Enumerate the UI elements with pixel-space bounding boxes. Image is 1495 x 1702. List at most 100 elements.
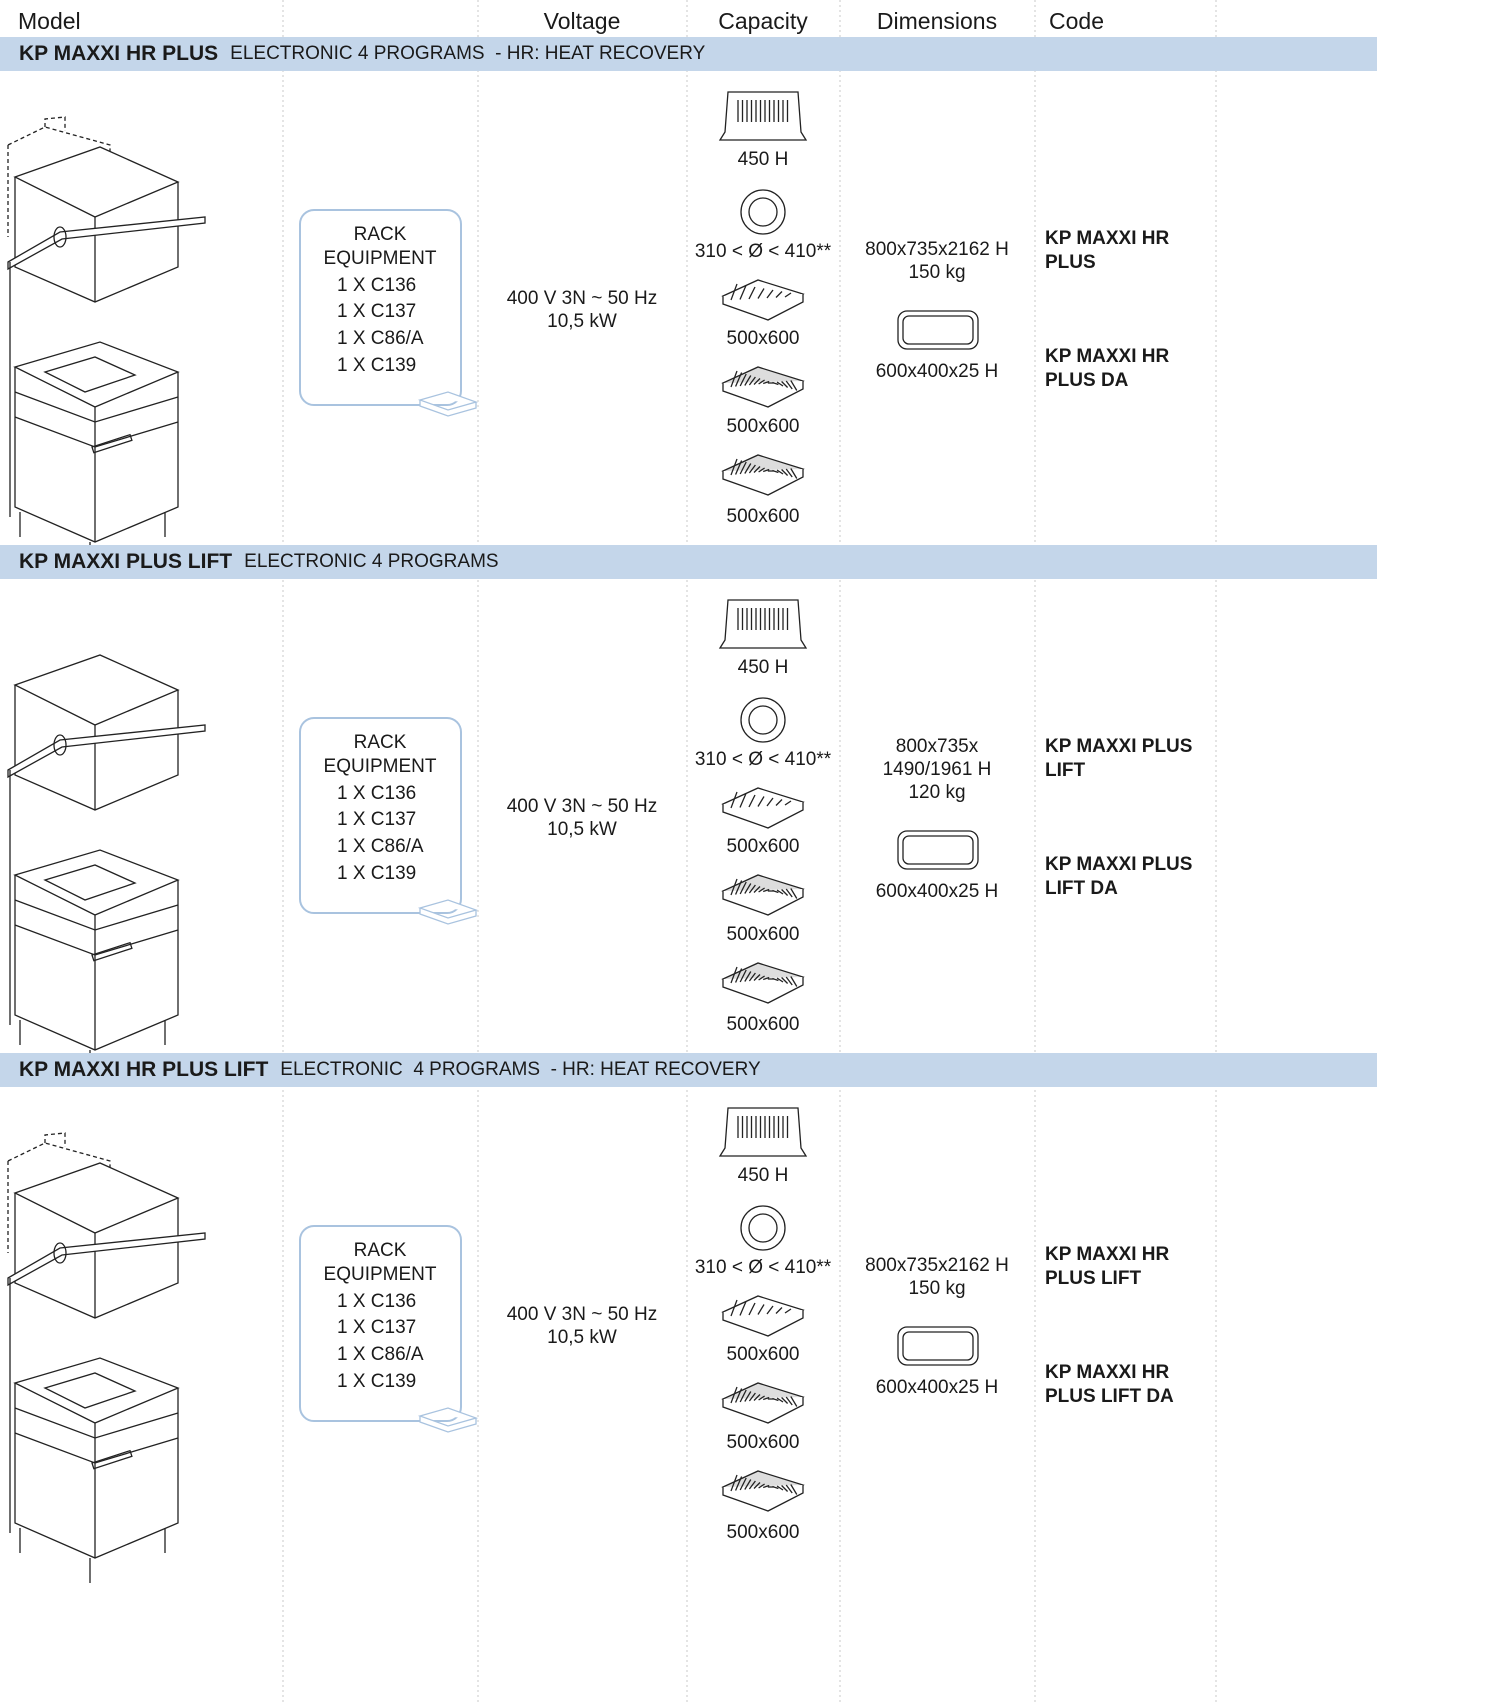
capacity-label: 500x600: [726, 416, 800, 437]
rack-item: 1 X C86/A: [337, 1344, 424, 1365]
rack-item: RACK: [353, 224, 407, 245]
section-bar: KP MAXXI HR PLUS ELECTRONIC 4 PROGRAMS - …: [0, 37, 1377, 71]
dimensions: 1490/1961 H: [882, 759, 992, 780]
shape: [781, 469, 789, 476]
shape: [758, 467, 765, 473]
model-description: ELECTRONIC 4 PROGRAMS - HR: HEAT RECOVER…: [230, 43, 706, 64]
rack-box: [299, 717, 462, 914]
product-code: PLUS LIFT: [1045, 1268, 1142, 1289]
icon: [7, 116, 206, 567]
shape: [748, 884, 756, 894]
shape: [744, 1479, 752, 1490]
voltage: 400 V 3N ~ 50 Hz: [506, 796, 658, 817]
column-header: Voltage: [543, 8, 621, 34]
shape: [13, 654, 180, 726]
shape: [775, 799, 783, 806]
shape: [748, 705, 778, 735]
shape: [7, 724, 206, 779]
shape: [753, 1394, 761, 1401]
shape: [772, 1485, 779, 1490]
shape: [7, 1132, 111, 1253]
shape: [757, 796, 765, 807]
shape: [417, 899, 479, 925]
icon: [721, 1470, 805, 1512]
shape: [735, 1476, 743, 1491]
capacity-label: 450 H: [737, 149, 789, 170]
shape: [722, 802, 804, 829]
shape: [775, 1307, 783, 1314]
shape: [740, 697, 786, 743]
shape: [417, 1407, 479, 1433]
capacity-label: 450 H: [737, 657, 789, 678]
shape: [744, 375, 752, 386]
tray-label: 600x400x25 H: [875, 361, 999, 382]
rack-box: [299, 209, 462, 406]
icon: [417, 391, 479, 417]
shape: [739, 461, 747, 475]
rack-item: 1 X C136: [337, 1291, 417, 1312]
tray-label: 600x400x25 H: [875, 1377, 999, 1398]
column-header: Capacity: [718, 8, 808, 34]
shape: [897, 310, 979, 350]
shape: [13, 146, 180, 218]
shape: [744, 1391, 752, 1402]
shape: [748, 464, 756, 474]
shape: [14, 899, 179, 956]
shape: [766, 797, 774, 807]
icon: [721, 1295, 805, 1337]
shape: [776, 469, 784, 475]
shape: [790, 976, 798, 987]
dimensions: 150 kg: [908, 1278, 966, 1299]
icon: [417, 899, 479, 925]
column-header: Dimensions: [876, 8, 998, 34]
shape: [790, 380, 798, 391]
product-code: PLUS: [1045, 252, 1096, 273]
shape: [91, 1449, 133, 1470]
rack-item: 1 X C139: [337, 355, 417, 376]
shape: [19, 1528, 166, 1583]
shape: [785, 976, 793, 986]
shape: [748, 1392, 756, 1402]
shape: [53, 226, 67, 248]
shape: [758, 975, 765, 981]
shape: [739, 1477, 747, 1491]
shape: [772, 889, 779, 894]
dimensions: 120 kg: [908, 782, 966, 803]
shape: [784, 1308, 792, 1314]
shape: [722, 1485, 804, 1512]
shape: [758, 887, 765, 893]
shape: [766, 1305, 774, 1315]
shape: [785, 1484, 793, 1494]
icon: [7, 1132, 206, 1583]
shape: [718, 599, 808, 649]
voltage: 10,5 kW: [547, 1327, 617, 1348]
shape: [730, 791, 738, 809]
icon: [897, 310, 979, 350]
shape: [722, 469, 804, 496]
shape: [785, 468, 793, 478]
shape: [718, 1107, 808, 1157]
icon: [740, 189, 786, 235]
capacity-label: 500x600: [726, 1014, 800, 1035]
shape: [13, 1162, 180, 1234]
capacity-label: 450 H: [737, 1165, 789, 1186]
shape: [776, 1397, 784, 1403]
product-code: PLUS DA: [1045, 370, 1129, 391]
rack-box: [299, 1225, 462, 1422]
shape: [762, 380, 770, 385]
rack-item: 1 X C86/A: [337, 836, 424, 857]
capacity-label: 500x600: [726, 836, 800, 857]
shape: [730, 878, 738, 896]
shape: [772, 1397, 779, 1402]
shape: [748, 972, 756, 982]
section-bar: KP MAXXI PLUS LIFT ELECTRONIC 4 PROGRAMS: [0, 545, 1377, 579]
shape: [748, 197, 778, 227]
shape: [417, 391, 479, 417]
shape: [781, 1397, 789, 1404]
capacity-label: 500x600: [726, 924, 800, 945]
shape: [762, 976, 770, 981]
shape: [748, 376, 756, 386]
capacity-label: 500x600: [726, 1522, 800, 1543]
shape: [772, 469, 779, 474]
